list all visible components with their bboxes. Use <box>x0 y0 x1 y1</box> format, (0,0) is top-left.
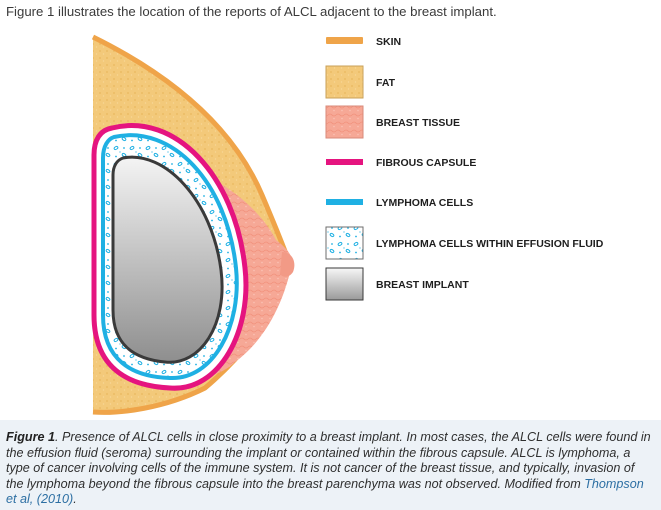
breast-tissue-swatch <box>325 105 364 139</box>
capsule-line-swatch <box>326 159 363 165</box>
legend: SKIN FAT BREAST TISSUE FIBROUS CAPSULE L… <box>325 36 604 301</box>
effusion-swatch <box>325 226 364 260</box>
skin-line-swatch <box>326 37 363 44</box>
caption-figure-label: Figure 1 <box>6 430 55 444</box>
legend-label-breast-tissue: BREAST TISSUE <box>376 117 460 129</box>
legend-item-fat: FAT <box>325 65 396 99</box>
caption-text: . Presence of ALCL cells in close proxim… <box>6 430 651 491</box>
legend-item-breast-tissue: BREAST TISSUE <box>325 105 460 139</box>
legend-label-skin: SKIN <box>376 36 401 48</box>
caption-box: Figure 1. Presence of ALCL cells in clos… <box>0 420 661 510</box>
legend-item-lymphoma-cells: LYMPHOMA CELLS <box>326 197 473 209</box>
legend-item-implant: BREAST IMPLANT <box>325 267 469 301</box>
breast-implant <box>111 155 224 364</box>
figure-caption: Figure 1. Presence of ALCL cells in clos… <box>6 430 653 508</box>
caption-end: . <box>73 492 77 507</box>
legend-label-fibrous-capsule: FIBROUS CAPSULE <box>376 157 476 169</box>
alcl-diagram: SKIN FAT BREAST TISSUE FIBROUS CAPSULE L… <box>91 34 604 415</box>
legend-label-fat: FAT <box>376 77 396 89</box>
implant-swatch <box>325 267 364 301</box>
legend-item-effusion: LYMPHOMA CELLS WITHIN EFFUSION FLUID <box>325 226 604 260</box>
legend-label-lymphoma-cells: LYMPHOMA CELLS <box>376 197 473 209</box>
lymphoma-line-swatch <box>326 199 363 205</box>
legend-label-effusion: LYMPHOMA CELLS WITHIN EFFUSION FLUID <box>376 238 604 250</box>
legend-item-skin: SKIN <box>326 36 401 48</box>
legend-label-implant: BREAST IMPLANT <box>376 279 469 291</box>
intro-text: Figure 1 illustrates the location of the… <box>6 4 497 19</box>
nipple <box>280 252 295 277</box>
legend-item-fibrous-capsule: FIBROUS CAPSULE <box>326 157 476 169</box>
fat-swatch <box>325 65 364 99</box>
thompson-citation-link[interactable]: Thompson et al, (2010) <box>6 476 644 507</box>
